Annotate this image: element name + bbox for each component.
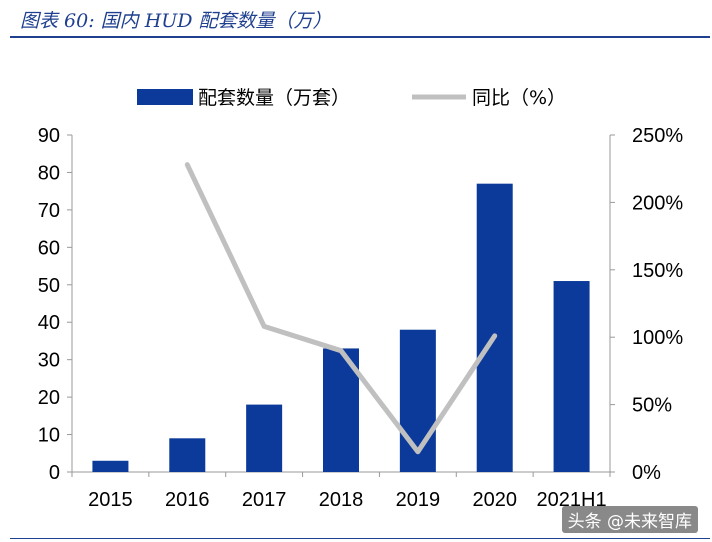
right-tick-label: 250% bbox=[632, 125, 683, 147]
left-tick-label: 60 bbox=[38, 237, 60, 259]
line-series bbox=[184, 162, 498, 455]
x-tick-label: 2016 bbox=[165, 489, 210, 511]
right-tick-label: 50% bbox=[632, 395, 672, 417]
bar bbox=[169, 438, 206, 472]
right-axis-ticks: 0% 50% 100% 150% 200% 250% bbox=[610, 125, 683, 484]
left-tick-label: 10 bbox=[38, 425, 60, 447]
report-header: 图表 60: 国内 HUD 配套数量（万） bbox=[0, 0, 712, 44]
left-tick-label: 90 bbox=[38, 125, 60, 147]
bar bbox=[476, 183, 513, 472]
right-tick-label: 150% bbox=[632, 260, 683, 282]
right-tick-label: 100% bbox=[632, 327, 683, 349]
left-tick-label: 30 bbox=[38, 350, 60, 372]
x-tick-label: 2019 bbox=[396, 489, 441, 511]
footer-divider bbox=[10, 538, 710, 539]
left-tick-label: 20 bbox=[38, 387, 60, 409]
legend-bar-swatch bbox=[137, 89, 193, 105]
left-tick-label: 50 bbox=[38, 275, 60, 297]
bar bbox=[92, 460, 129, 472]
right-tick-label: 0% bbox=[632, 462, 661, 484]
bar-series bbox=[92, 183, 590, 472]
x-axis-ticks: 2015 2016 2017 2018 2019 2020 2021H1 bbox=[71, 472, 611, 511]
bar bbox=[246, 404, 283, 472]
left-axis-ticks: 0 10 20 30 40 50 60 70 80 90 bbox=[38, 125, 72, 484]
left-tick-label: 0 bbox=[49, 462, 60, 484]
left-tick-label: 70 bbox=[38, 200, 60, 222]
x-tick-label: 2020 bbox=[472, 489, 517, 511]
bar bbox=[553, 281, 590, 472]
right-tick-label: 200% bbox=[632, 192, 683, 214]
x-tick-label: 2018 bbox=[319, 489, 364, 511]
watermark: 头条 @未来智库 bbox=[561, 506, 698, 533]
legend-line-label: 同比（%） bbox=[472, 87, 566, 109]
left-tick-label: 40 bbox=[38, 312, 60, 334]
x-tick-label: 2015 bbox=[88, 489, 133, 511]
x-tick-label: 2017 bbox=[242, 489, 287, 511]
header-divider bbox=[10, 36, 710, 38]
x-tick-label: 2021H1 bbox=[537, 489, 607, 511]
chart-legend: 配套数量（万套） 同比（%） bbox=[137, 87, 566, 109]
legend-bar-label: 配套数量（万套） bbox=[198, 87, 350, 109]
figure-title: 图表 60: 国内 HUD 配套数量（万） bbox=[20, 10, 332, 32]
left-tick-label: 80 bbox=[38, 162, 60, 184]
